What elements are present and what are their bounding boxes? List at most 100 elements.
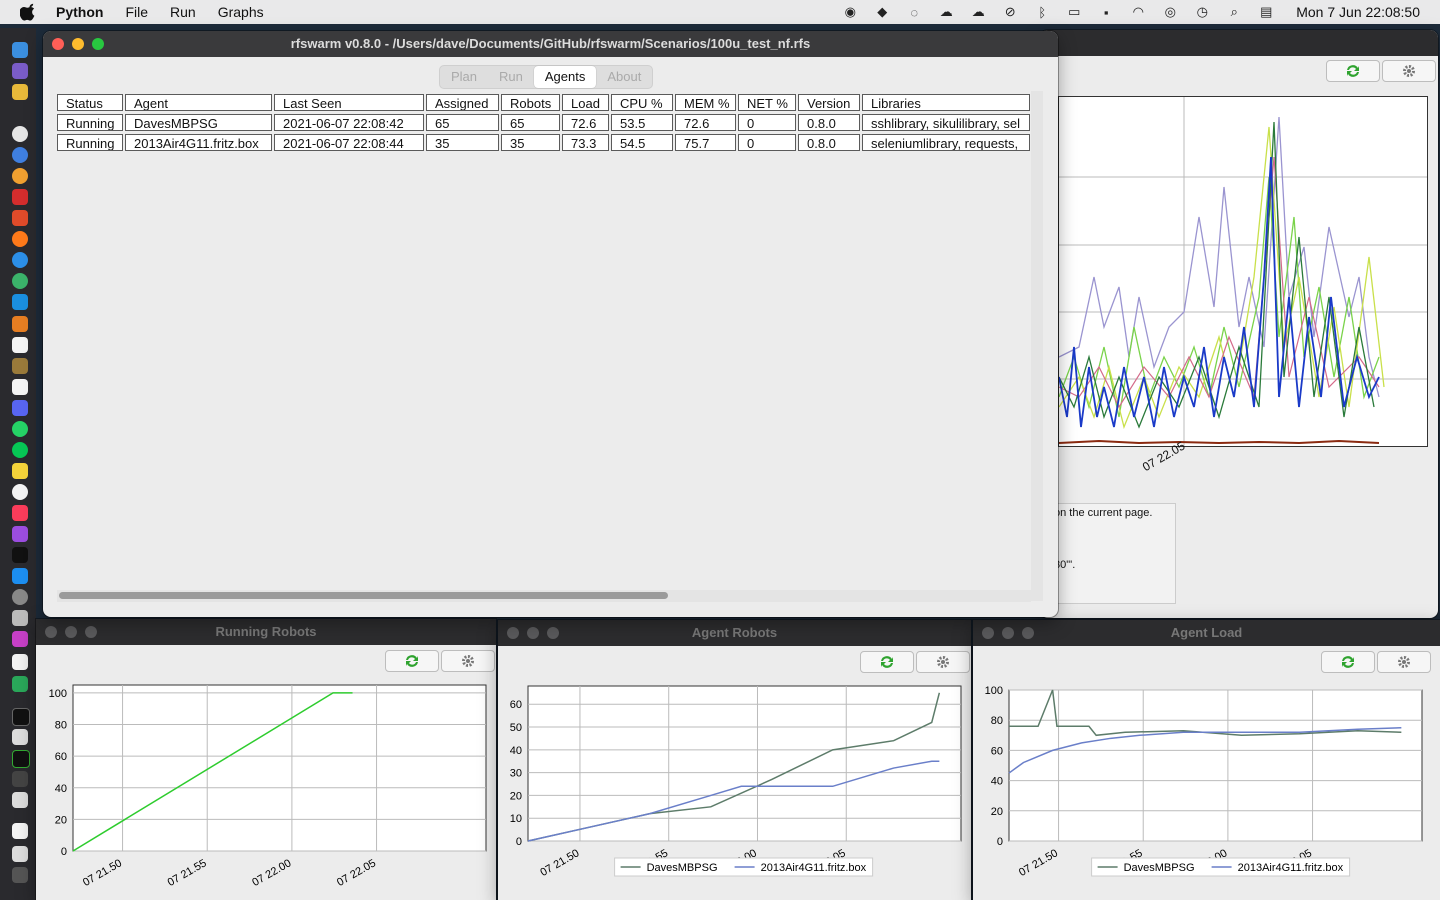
settings-button[interactable] (916, 651, 970, 673)
cloud-sync-icon[interactable]: ☁ (971, 4, 985, 19)
zoom-button[interactable] (92, 38, 104, 50)
minimize-button[interactable] (72, 38, 84, 50)
flag-icon[interactable]: ▪ (1103, 4, 1109, 20)
photos-icon[interactable] (12, 484, 28, 500)
vertical-scrollbar[interactable] (1031, 91, 1043, 601)
menu-file[interactable]: File (125, 4, 149, 20)
refresh-button[interactable] (860, 651, 914, 673)
settings-button[interactable] (441, 650, 495, 672)
mouse-icon[interactable]: ◉ (844, 4, 856, 19)
app-icon[interactable] (12, 316, 28, 332)
app-icon[interactable] (12, 84, 28, 100)
y-tick-label: 20 (991, 806, 1003, 818)
app-store-icon[interactable] (12, 568, 28, 584)
app-icon[interactable] (12, 676, 28, 692)
app-icon[interactable] (12, 294, 28, 310)
y-tick-label: 100 (985, 685, 1003, 697)
document-icon[interactable] (12, 823, 28, 839)
menu-clock[interactable]: Mon 7 Jun 22:08:50 (1296, 4, 1420, 20)
zoom-button[interactable] (547, 627, 559, 639)
close-button[interactable] (45, 626, 57, 638)
y-tick-label: 20 (510, 790, 522, 802)
tab-run[interactable]: Run (499, 69, 523, 84)
chrome-canary-icon[interactable] (12, 147, 28, 163)
safari-icon[interactable] (12, 252, 28, 268)
terminal-icon[interactable] (12, 708, 30, 726)
tab-plan[interactable]: Plan (451, 69, 478, 84)
x-tick-label: 07 21.50 (81, 857, 124, 889)
table-cell: 0.8.0 (798, 134, 860, 151)
minimize-button[interactable] (1002, 627, 1014, 639)
y-tick-label: 50 (510, 722, 522, 734)
close-button[interactable] (52, 38, 64, 50)
tab-about[interactable]: About (607, 69, 642, 84)
search-icon[interactable]: ⌕ (1230, 4, 1238, 19)
dropbox-icon[interactable]: ◆ (877, 4, 888, 19)
close-button[interactable] (982, 627, 994, 639)
line-icon[interactable] (12, 442, 28, 458)
menu-graphs[interactable]: Graphs (217, 4, 264, 20)
y-tick-label: 80 (991, 715, 1003, 727)
y-tick-label: 40 (55, 783, 67, 795)
app-icon[interactable] (12, 846, 28, 862)
trash-icon[interactable] (12, 867, 28, 883)
table-cell: 0.8.0 (798, 114, 860, 131)
system-preferences-icon[interactable] (12, 589, 28, 605)
app-icon[interactable] (12, 358, 28, 374)
notes-icon[interactable] (12, 463, 28, 479)
time-machine-icon[interactable]: ◷ (1196, 4, 1208, 19)
refresh-button[interactable] (1326, 60, 1380, 82)
cloud-upload-icon[interactable]: ☁ (939, 4, 953, 19)
app-icon[interactable] (12, 610, 28, 626)
whatsapp-icon[interactable] (12, 421, 28, 437)
refresh-button[interactable] (1321, 651, 1375, 673)
sync-icon[interactable]: ◌ (910, 4, 919, 20)
info-text: 30"'. (1054, 559, 1076, 571)
window-titlebar: Running Robots (36, 619, 496, 645)
apple-icon[interactable] (20, 3, 38, 21)
launchpad-icon[interactable] (12, 63, 28, 79)
wifi-icon[interactable]: ◠ (1132, 4, 1144, 19)
minimize-button[interactable] (527, 627, 539, 639)
podcasts-icon[interactable] (12, 526, 28, 542)
column-header-assigned: Assigned (426, 94, 499, 111)
bluetooth-icon[interactable]: ᛒ (1038, 4, 1047, 20)
close-button[interactable] (507, 627, 519, 639)
zoom-button[interactable] (85, 626, 97, 638)
calendar-icon[interactable] (12, 379, 28, 395)
music-icon[interactable] (12, 505, 28, 521)
settings-button[interactable] (1377, 651, 1431, 673)
app-icon[interactable] (12, 729, 28, 745)
tab-agents[interactable]: Agents (533, 66, 597, 88)
app-icon[interactable] (12, 273, 28, 289)
refresh-button[interactable] (385, 650, 439, 672)
app-menu-python[interactable]: Python (56, 4, 104, 20)
minimize-button[interactable] (65, 626, 77, 638)
firefox-icon[interactable] (12, 231, 28, 247)
app-icon[interactable] (12, 168, 28, 184)
document-icon[interactable] (12, 654, 28, 670)
app-icon[interactable] (12, 771, 28, 787)
network-off-icon[interactable]: ⊘ (1004, 4, 1016, 19)
user-icon[interactable]: ◎ (1164, 4, 1176, 19)
vivaldi-icon[interactable] (12, 189, 28, 205)
app-icon[interactable] (12, 337, 28, 353)
app-icon[interactable] (12, 631, 28, 647)
horizontal-scrollbar[interactable] (57, 590, 1031, 602)
series-line-robots (72, 692, 353, 852)
zoom-button[interactable] (1022, 627, 1034, 639)
discord-icon[interactable] (12, 400, 28, 416)
settings-button[interactable] (1382, 60, 1436, 82)
table-cell: 65 (501, 114, 560, 131)
scrollbar-thumb[interactable] (59, 592, 668, 599)
brave-icon[interactable] (12, 210, 28, 226)
tv-icon[interactable] (12, 547, 28, 563)
finder-icon[interactable] (12, 42, 28, 58)
python-launcher-icon[interactable] (12, 792, 28, 808)
menu-run[interactable]: Run (170, 4, 196, 20)
chrome-icon[interactable] (12, 126, 28, 142)
control-center-icon[interactable]: ▤ (1260, 4, 1273, 19)
battery-icon[interactable]: ▭ (1068, 4, 1081, 19)
activity-monitor-icon[interactable] (12, 750, 30, 768)
